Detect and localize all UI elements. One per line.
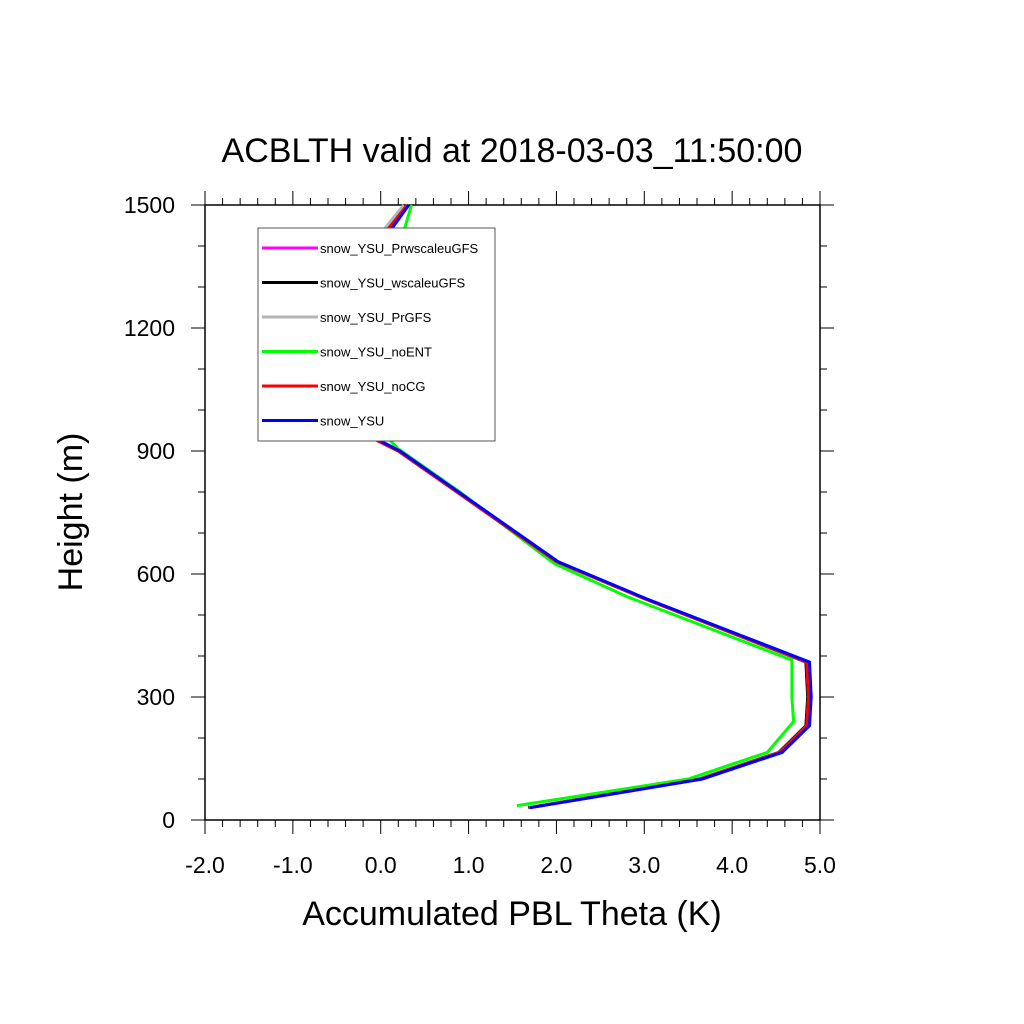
y-tick-label: 900 [137,438,175,464]
x-tick-label: 3.0 [628,852,660,878]
x-tick-label: 1.0 [453,852,485,878]
legend-label-snow_YSU_noCG: snow_YSU_noCG [320,379,426,394]
x-tick-label: -2.0 [185,852,225,878]
y-tick-label: 0 [162,807,175,833]
plot-area-frame [204,204,821,821]
y-tick-label: 1500 [124,192,175,218]
ticks-layer [191,191,834,834]
y-tick-labels: 0 300 600 900 1200 1500 [124,192,175,833]
x-tick-label: -1.0 [273,852,313,878]
legend-label-snow_YSU: snow_YSU [320,414,384,429]
x-tick-label: 0.0 [365,852,397,878]
x-tick-label: 4.0 [716,852,748,878]
y-tick-label: 1200 [124,315,175,341]
x-axis-label: Accumulated PBL Theta (K) [302,895,722,933]
legend-label-snow_YSU_noENT: snow_YSU_noENT [320,345,432,360]
legend-items: snow_YSU_PrwscaleuGFS snow_YSU_wscaleuGFS… [262,241,479,429]
legend-box [257,227,496,442]
chart-title: ACBLTH valid at 2018-03-03_11:50:00 [222,132,803,170]
legend-label-snow_YSU_PrwscaleuGFS: snow_YSU_PrwscaleuGFS [320,241,479,256]
legend-label-snow_YSU_PrGFS: snow_YSU_PrGFS [320,310,432,325]
legend: snow_YSU_PrwscaleuGFS snow_YSU_wscaleuGFS… [257,227,496,442]
y-tick-label: 600 [137,561,175,587]
legend-label-snow_YSU_wscaleuGFS: snow_YSU_wscaleuGFS [320,276,466,291]
x-tick-labels: -2.0 -1.0 0.0 1.0 2.0 3.0 4.0 5.0 [185,852,836,878]
y-axis-label: Height (m) [52,433,90,592]
x-tick-label: 5.0 [804,852,836,878]
y-tick-label: 300 [137,684,175,710]
x-tick-label: 2.0 [540,852,572,878]
